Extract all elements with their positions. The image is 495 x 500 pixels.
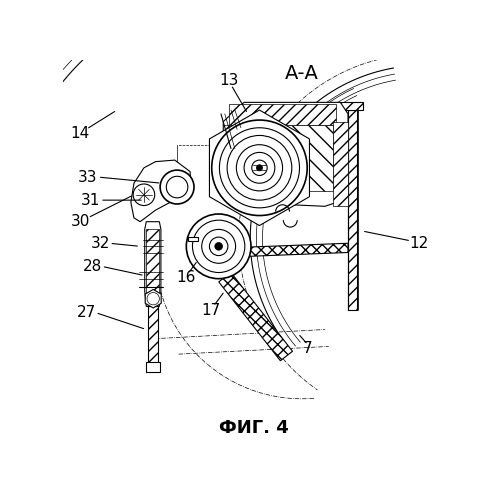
Polygon shape: [209, 110, 309, 226]
Polygon shape: [223, 102, 348, 206]
Circle shape: [186, 214, 251, 278]
Text: 12: 12: [409, 236, 429, 251]
Text: ФИГ. 4: ФИГ. 4: [219, 419, 289, 437]
Polygon shape: [333, 122, 348, 206]
Polygon shape: [188, 237, 198, 241]
Text: А-А: А-А: [285, 64, 319, 84]
Circle shape: [213, 122, 305, 214]
Text: 16: 16: [177, 270, 196, 284]
Circle shape: [133, 184, 155, 206]
Text: 28: 28: [83, 259, 102, 274]
Polygon shape: [148, 306, 158, 364]
Polygon shape: [145, 222, 161, 306]
Circle shape: [215, 242, 223, 250]
Polygon shape: [146, 362, 160, 372]
Text: 7: 7: [303, 341, 313, 356]
Text: 14: 14: [70, 126, 90, 140]
Polygon shape: [348, 110, 357, 310]
Text: 13: 13: [219, 72, 239, 88]
Text: 30: 30: [70, 214, 90, 229]
Polygon shape: [131, 160, 190, 222]
Polygon shape: [239, 126, 333, 191]
Polygon shape: [341, 102, 363, 110]
Polygon shape: [223, 126, 239, 198]
Circle shape: [256, 164, 262, 171]
Polygon shape: [219, 272, 293, 361]
Circle shape: [160, 170, 194, 204]
Text: 32: 32: [91, 236, 110, 251]
Polygon shape: [145, 290, 161, 308]
Text: 17: 17: [201, 302, 221, 318]
Polygon shape: [229, 104, 337, 126]
Polygon shape: [248, 244, 348, 256]
Text: 27: 27: [77, 305, 96, 320]
Text: 33: 33: [78, 170, 98, 184]
Text: 31: 31: [80, 192, 100, 208]
Polygon shape: [147, 230, 159, 302]
